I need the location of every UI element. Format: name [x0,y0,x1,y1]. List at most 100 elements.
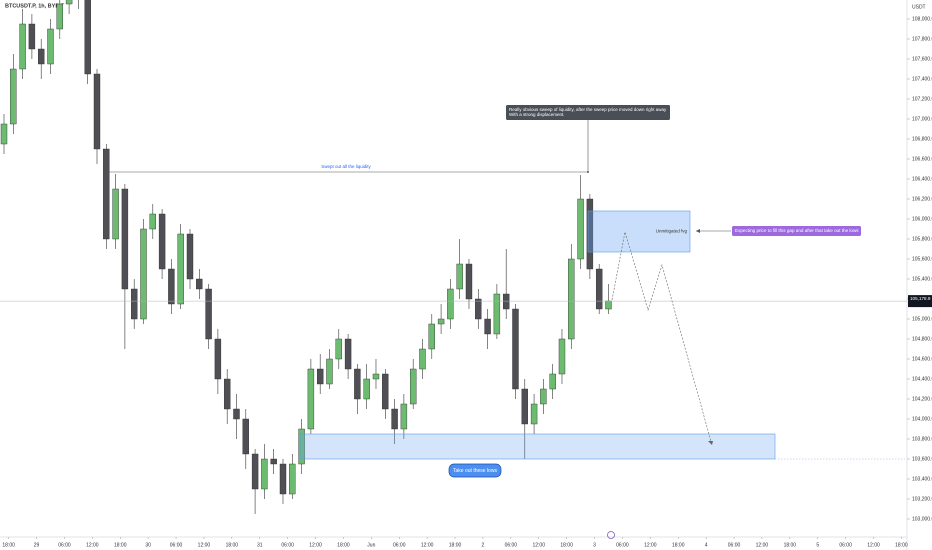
candle-body [261,458,268,490]
x-tick-label: 06:00 [616,542,629,548]
candle-body [177,233,184,305]
x-tick-label: 12:00 [309,542,322,548]
x-tick-label: 12:00 [198,542,211,548]
candle-body [382,373,389,410]
callout-box [506,105,670,120]
expectation-box [732,226,861,236]
candle-body [37,48,45,65]
candle-body [56,3,63,30]
candle-body [307,368,315,430]
y-tick-label: 103,400.0 [912,476,932,482]
x-tick-label: 3 [593,542,596,548]
candle-body [558,338,566,375]
candle-body [595,268,603,310]
candle-body [540,388,547,405]
candle-body [205,288,212,340]
y-tick-label: 103,800.0 [912,436,932,442]
lows-label: Take out these lows [453,468,497,474]
candle-body [428,323,435,350]
candle-body [121,188,129,290]
x-tick-label: 18:00 [560,542,573,548]
candle-body [363,378,370,400]
y-tick-label: 107,000.0 [912,116,932,122]
candle-body [316,368,324,385]
x-tick-label: 06:00 [58,542,71,548]
y-tick-label: 105,800.0 [912,236,932,242]
x-tick-label: 12:00 [867,542,880,548]
y-tick-label: 106,000.0 [912,216,932,222]
x-tick-label: 30 [145,542,151,548]
candle-body [465,263,473,300]
x-tick-label: 4 [705,542,708,548]
candle-body [28,23,36,50]
candle-body [84,0,91,75]
x-tick-label: 12:00 [86,542,99,548]
candle-body [521,388,528,425]
y-tick-label: 104,600.0 [912,356,932,362]
x-tick-label: 18:00 [114,542,127,548]
arrow-head [696,229,700,233]
y-tick-label: 103,200.0 [912,496,932,502]
candle-body [186,233,194,280]
candle-body [168,268,175,305]
x-tick-label: 12:00 [756,542,769,548]
y-tick-label: 104,800.0 [912,336,932,342]
y-tick-label: 107,800.0 [912,36,932,42]
y-tick-label: 104,000.0 [912,416,932,422]
x-tick-label: 06:00 [839,542,852,548]
x-tick-label: 31 [257,542,263,548]
expectation-text: Expecting price to fill this gap and aft… [735,228,859,233]
candle-body [130,288,138,320]
y-tick-label: 105,600.0 [912,256,932,262]
callout-dot [587,171,589,173]
x-tick-label: 29 [34,542,40,548]
y-tick-label: 106,600.0 [912,156,932,162]
y-tick-label: 107,600.0 [912,56,932,62]
y-tick-label: 103,000.0 [912,516,932,522]
lows-label-box [448,463,502,478]
y-tick-label: 106,400.0 [912,176,932,182]
candle-body [419,348,426,370]
candle-body [149,213,156,230]
candle-body [391,408,398,430]
x-tick-label: 12:00 [421,542,434,548]
candle-body [112,188,119,240]
candle-body [251,453,259,490]
candle-body [447,288,454,320]
candle-body [270,458,277,465]
x-tick-label: 06:00 [170,542,183,548]
fvg-label: Unmitigated fvg [656,229,688,234]
x-tick-label: 18:00 [337,542,350,548]
candle-body [335,338,342,360]
candle-body [158,213,166,270]
candle-body [605,300,612,310]
candle-body [437,318,445,325]
candle-body [103,148,110,240]
candle-body [196,278,203,290]
x-tick-label: 18:00 [449,542,462,548]
candle-body [19,23,26,70]
callout-text: Really obvious sweep of liquidity, after… [509,107,667,112]
chart-title: BTCUSDT.P, 1h, BYBIT [5,3,65,9]
candle-body [47,28,54,65]
y-tick-label: 104,200.0 [912,396,932,402]
y-tick-label: 108,000.0 [912,16,932,22]
y-tick-label: 104,400.0 [912,376,932,382]
candle-body [354,368,361,400]
candle-body [409,368,417,405]
projection-head [708,441,713,445]
candle-body [10,68,17,125]
y-tick-label: 105,400.0 [912,276,932,282]
candle-body [326,358,333,385]
candle-body [512,308,519,390]
candle-body [372,373,380,380]
event-icon[interactable] [607,531,615,539]
x-tick-label: 06:00 [393,542,406,548]
x-tick-label: 18:00 [784,542,797,548]
fvg-zone [587,210,691,253]
candle-body [456,263,463,290]
candle-body [233,408,240,420]
y-tick-label: 106,800.0 [912,136,932,142]
x-tick-label: 12:00 [532,542,545,548]
candle-body [298,428,305,465]
